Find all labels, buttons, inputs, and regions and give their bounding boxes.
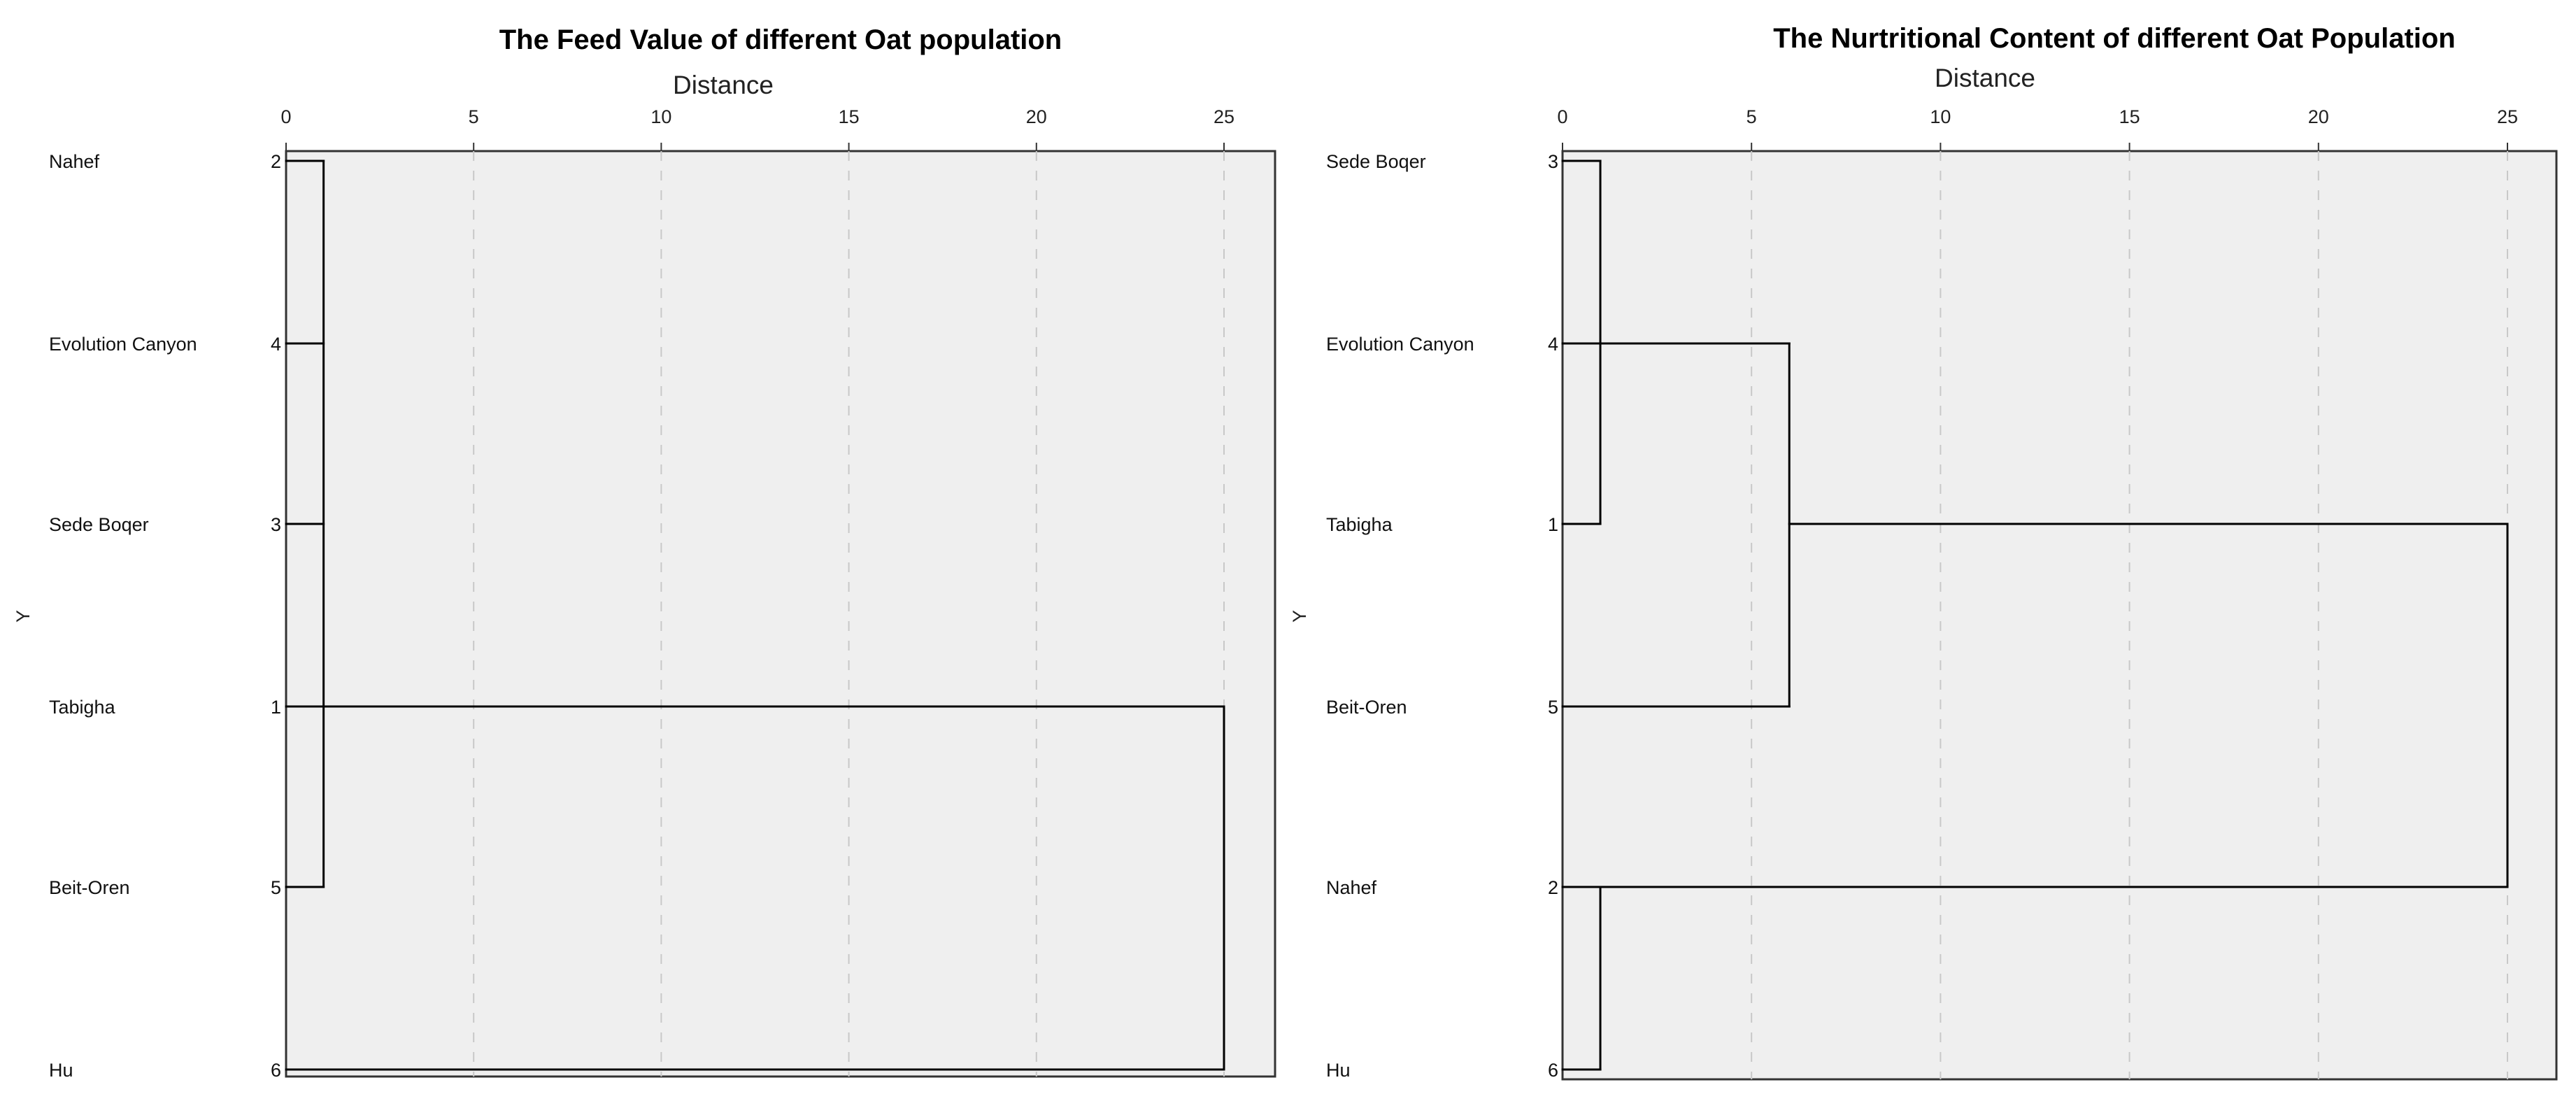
right-x-axis-label: Distance bbox=[1935, 64, 2035, 92]
leaf-label: Nahef bbox=[49, 151, 100, 172]
leaf-id: 3 bbox=[271, 514, 281, 535]
leaf-id: 3 bbox=[1548, 151, 1558, 172]
leaf-id: 4 bbox=[1548, 334, 1558, 355]
leaf-id: 4 bbox=[271, 334, 281, 355]
left-dendrogram: The Feed Value of different Oat populati… bbox=[13, 24, 1276, 1081]
x-tick-label: 0 bbox=[1557, 106, 1567, 127]
leaf-id: 5 bbox=[271, 877, 281, 898]
leaf-id: 5 bbox=[1548, 697, 1558, 718]
leaf-label: Sede Boqer bbox=[49, 514, 149, 535]
left-chart-title: The Feed Value of different Oat populati… bbox=[499, 24, 1062, 55]
x-tick-label: 25 bbox=[2497, 106, 2518, 127]
x-tick-label: 0 bbox=[280, 106, 291, 127]
leaf-label: Sede Boqer bbox=[1326, 151, 1426, 172]
leaf-label: Evolution Canyon bbox=[1326, 334, 1474, 355]
leaf-label: Nahef bbox=[1326, 877, 1377, 898]
x-tick-label: 10 bbox=[1930, 106, 1951, 127]
leaf-id: 1 bbox=[271, 697, 281, 718]
leaf-id: 2 bbox=[271, 151, 281, 172]
right-y-axis-label: Y bbox=[1289, 610, 1310, 623]
leaf-label: Tabigha bbox=[1326, 514, 1393, 535]
x-tick-label: 25 bbox=[1214, 106, 1234, 127]
leaf-label: Tabigha bbox=[49, 697, 116, 718]
right-dendrogram: The Nurtritional Content of different Oa… bbox=[1289, 23, 2558, 1081]
x-tick-label: 20 bbox=[2308, 106, 2329, 127]
leaf-id: 6 bbox=[1548, 1060, 1558, 1081]
plot-area bbox=[1561, 150, 2558, 1081]
leaf-id: 6 bbox=[271, 1060, 281, 1081]
leaf-label: Beit-Oren bbox=[1326, 697, 1407, 718]
x-tick-label: 5 bbox=[1746, 106, 1757, 127]
x-tick-label: 15 bbox=[839, 106, 860, 127]
plot-area bbox=[285, 150, 1276, 1078]
left-y-axis-label: Y bbox=[13, 610, 34, 623]
left-x-axis-label: Distance bbox=[673, 71, 774, 99]
leaf-id: 1 bbox=[1548, 514, 1558, 535]
leaf-label: Evolution Canyon bbox=[49, 334, 197, 355]
leaf-label: Beit-Oren bbox=[49, 877, 130, 898]
x-tick-label: 10 bbox=[650, 106, 671, 127]
leaf-label: Hu bbox=[1326, 1060, 1351, 1081]
x-tick-label: 5 bbox=[469, 106, 479, 127]
right-chart-title: The Nurtritional Content of different Oa… bbox=[1773, 23, 2456, 54]
leaf-id: 2 bbox=[1548, 877, 1558, 898]
x-tick-label: 20 bbox=[1026, 106, 1047, 127]
leaf-label: Hu bbox=[49, 1060, 73, 1081]
x-tick-label: 15 bbox=[2119, 106, 2140, 127]
